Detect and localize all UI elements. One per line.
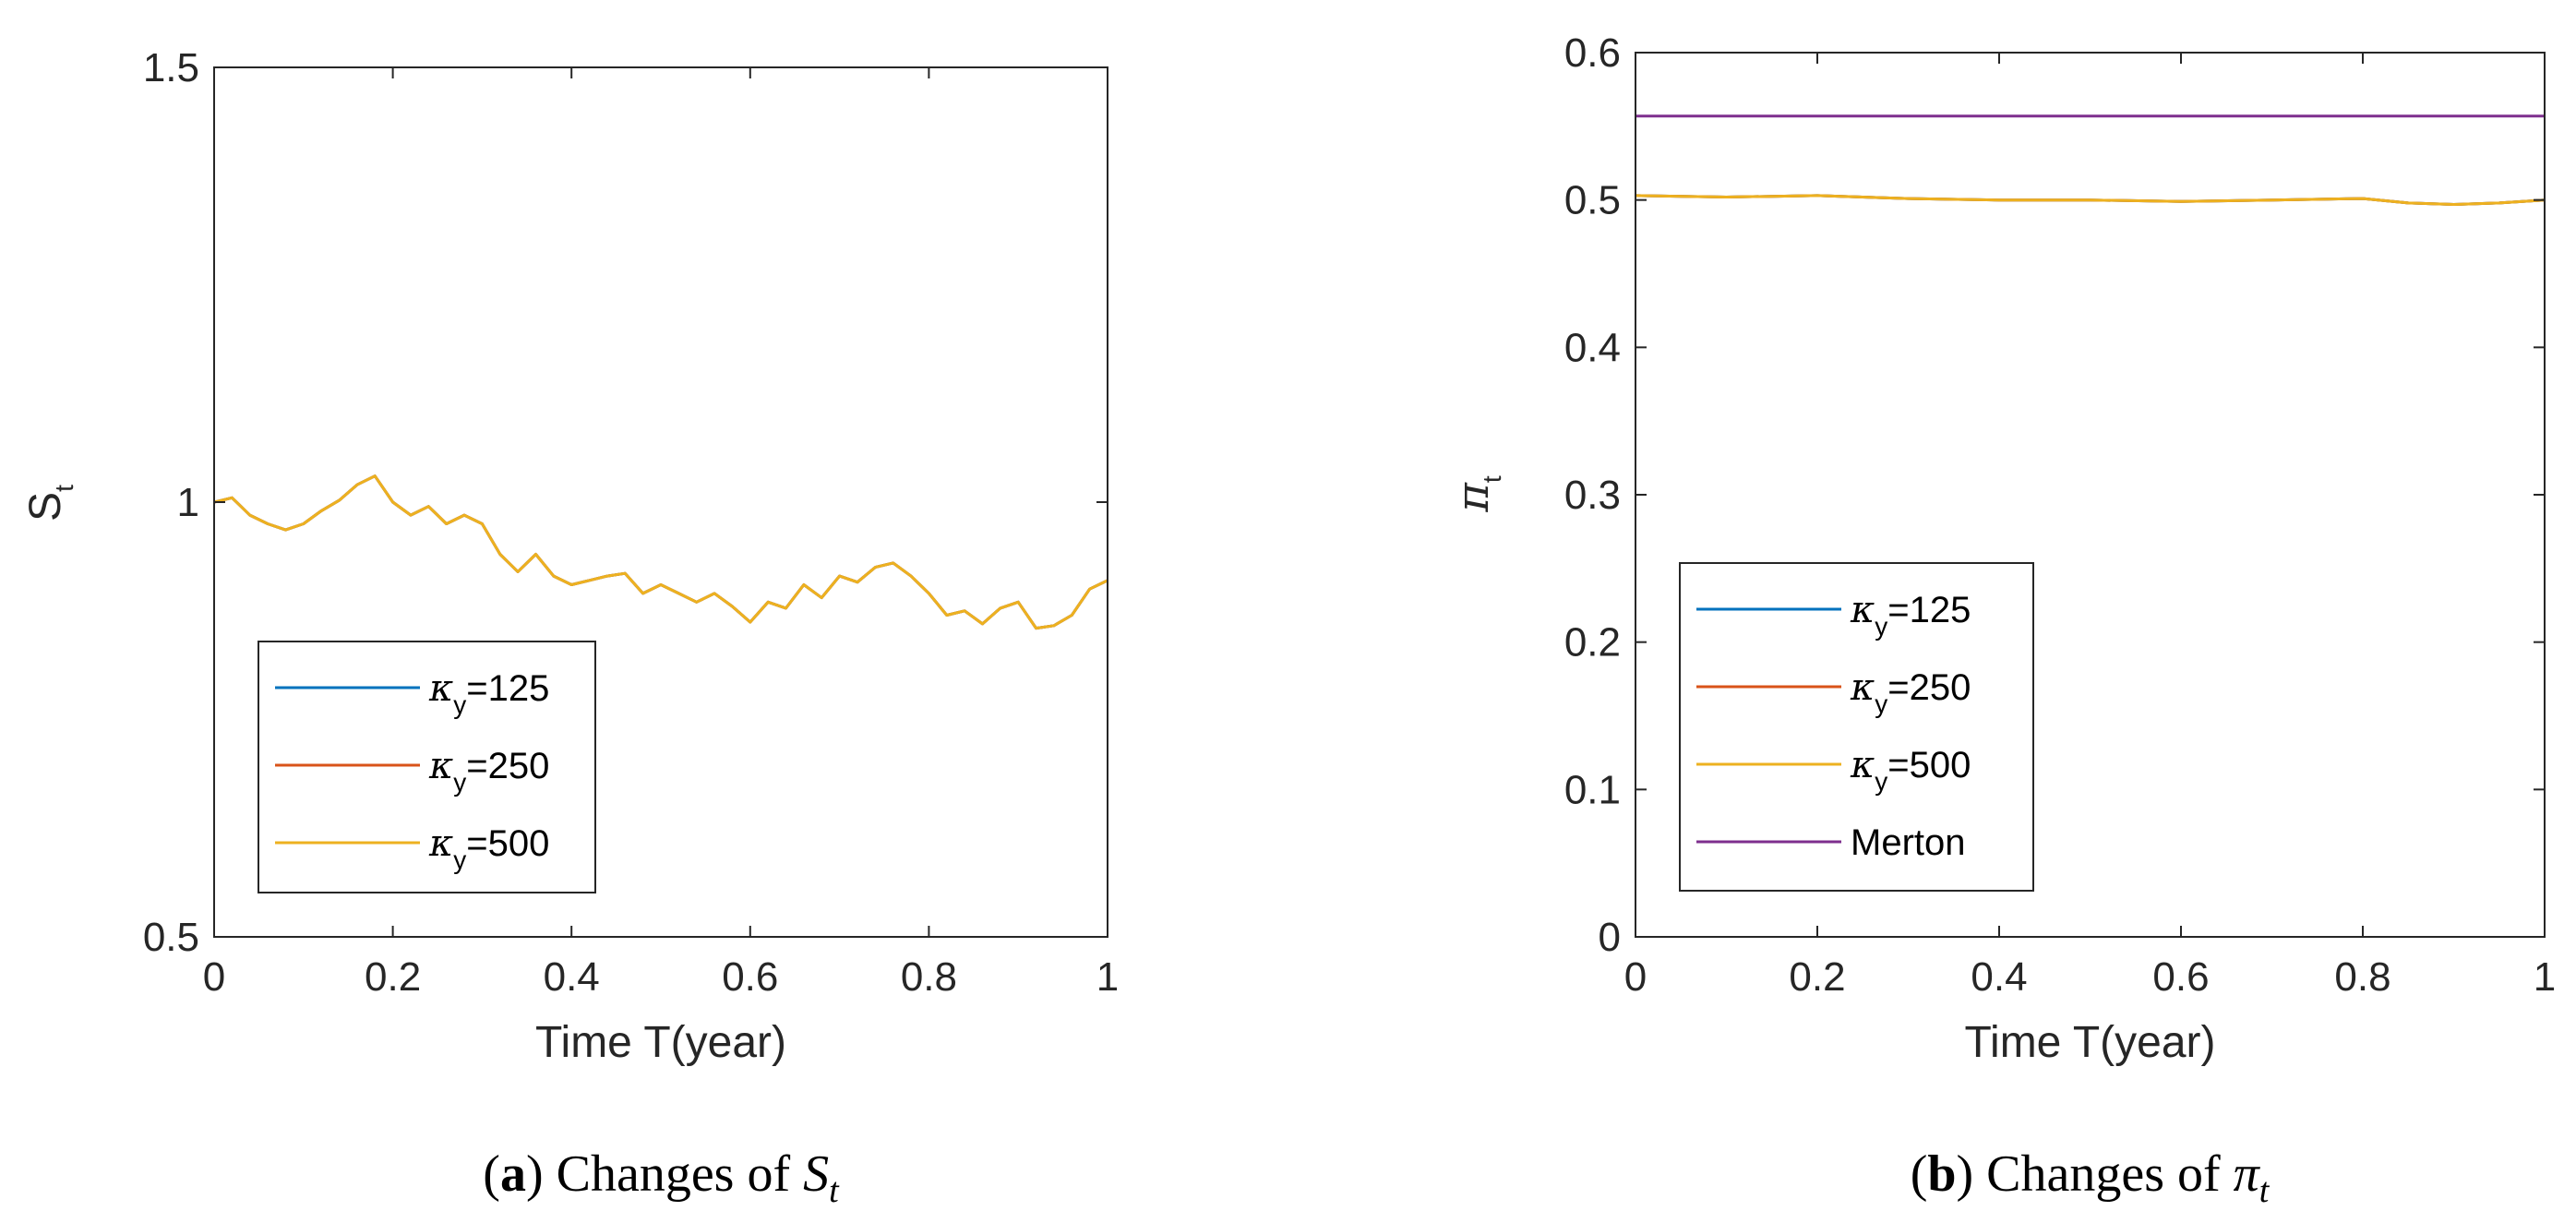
chart-panel-b: 0 0.2 0.4 0.6 0.8 1 0 0.1 0.2 0.3 0.4 0.5 0.6 Time T(…	[1447, 30, 2556, 1210]
legend-label-κy=500: κy=500	[1850, 744, 1971, 796]
caption-symbol: π	[2234, 1145, 2261, 1203]
legend-label-sub: y	[453, 768, 466, 797]
y-axis-label-main: π	[1447, 482, 1499, 513]
caption-text: Changes of	[1986, 1145, 2234, 1203]
y-tick-label: 1.5	[143, 45, 199, 90]
y-tick-label: 0.5	[1564, 178, 1621, 223]
y-axis-label: St	[21, 485, 78, 522]
legend-label-value: =500	[1887, 745, 1971, 785]
caption-sub: t	[829, 1171, 840, 1210]
y-axis-label-sub: t	[1478, 475, 1506, 483]
legend-label-κy=250: κy=250	[428, 745, 549, 797]
x-tick-label: 0.4	[544, 954, 600, 1000]
y-tick-label: 0.1	[1564, 767, 1621, 812]
y-axis-label-main: S	[21, 492, 70, 522]
x-tick-label: 0.8	[2334, 954, 2390, 1000]
x-tick-label: 0.4	[1971, 954, 2027, 1000]
x-axis-label: Time T(year)	[535, 1018, 786, 1067]
legend-label-greek: κ	[428, 667, 453, 710]
caption-paren-open: (	[483, 1145, 500, 1203]
x-tick-label: 1	[2534, 954, 2556, 1000]
x-tick-label: 1	[1096, 954, 1119, 1000]
y-tick-label: 0	[1599, 915, 1621, 960]
caption-tag: a	[500, 1145, 526, 1203]
caption-tag: b	[1927, 1145, 1956, 1203]
series-line-κy=500	[214, 474, 1108, 630]
x-tick-label: 0	[203, 954, 225, 1000]
caption-b: (b) Changes of πt	[1911, 1145, 2270, 1210]
y-tick-label: 0.5	[143, 915, 199, 960]
legend-label-value: =125	[466, 668, 549, 709]
legend-label-sub: y	[1875, 689, 1887, 718]
y-axis-label-sub: t	[50, 485, 78, 492]
legend-label-κy=125: κy=125	[428, 667, 549, 719]
y-axis-label: πt	[1447, 475, 1506, 513]
legend-label-κy=250: κy=250	[1850, 666, 1971, 718]
legend-label-sub: y	[453, 690, 466, 719]
y-tick-label: 0.6	[1564, 30, 1621, 76]
y-tick-label: 0.2	[1564, 620, 1621, 665]
x-axis-label: Time T(year)	[1964, 1018, 2215, 1067]
legend-label-value: =125	[1887, 590, 1971, 630]
legend-label-greek: κ	[1850, 744, 1875, 786]
legend-box	[258, 641, 596, 893]
legend-box	[1679, 562, 2034, 892]
legend-label-greek: κ	[1850, 589, 1875, 631]
legend-label-Merton: Merton	[1851, 822, 1966, 863]
x-tick-label: 0	[1624, 954, 1647, 1000]
x-tick-label: 0.6	[722, 954, 778, 1000]
legend-label-κy=125: κy=125	[1850, 589, 1971, 641]
legend-label-value: =250	[1887, 667, 1971, 708]
legend-label-κy=500: κy=500	[428, 822, 549, 874]
x-tick-label: 0.2	[1789, 954, 1845, 1000]
x-tick-label: 0.8	[901, 954, 957, 1000]
legend-label-value: Merton	[1851, 822, 1966, 863]
legend-label-greek: κ	[1850, 666, 1875, 709]
x-tick-label: 0.6	[2152, 954, 2209, 1000]
caption-sub: t	[2259, 1171, 2270, 1210]
caption-paren-close: )	[526, 1145, 557, 1203]
caption-symbol: S	[803, 1145, 829, 1203]
x-tick-label: 0.2	[365, 954, 421, 1000]
caption-text: Changes of	[557, 1145, 804, 1203]
legend-label-sub: y	[1875, 767, 1887, 796]
y-tick-label: 0.4	[1564, 325, 1621, 370]
caption-a: (a) Changes of St	[483, 1145, 840, 1210]
legend-label-value: =500	[466, 823, 549, 864]
series-line-κy=500	[1635, 194, 2545, 206]
legend-label-sub: y	[1875, 612, 1887, 641]
caption-paren-open: (	[1911, 1145, 1928, 1203]
legend-label-sub: y	[453, 845, 466, 874]
legend-label-value: =250	[466, 746, 549, 786]
legend-label-greek: κ	[428, 745, 453, 787]
y-tick-label: 0.3	[1564, 473, 1621, 518]
legend-label-greek: κ	[428, 822, 453, 865]
caption-paren-close: )	[1957, 1145, 1987, 1203]
y-tick-label: 1	[177, 480, 199, 525]
